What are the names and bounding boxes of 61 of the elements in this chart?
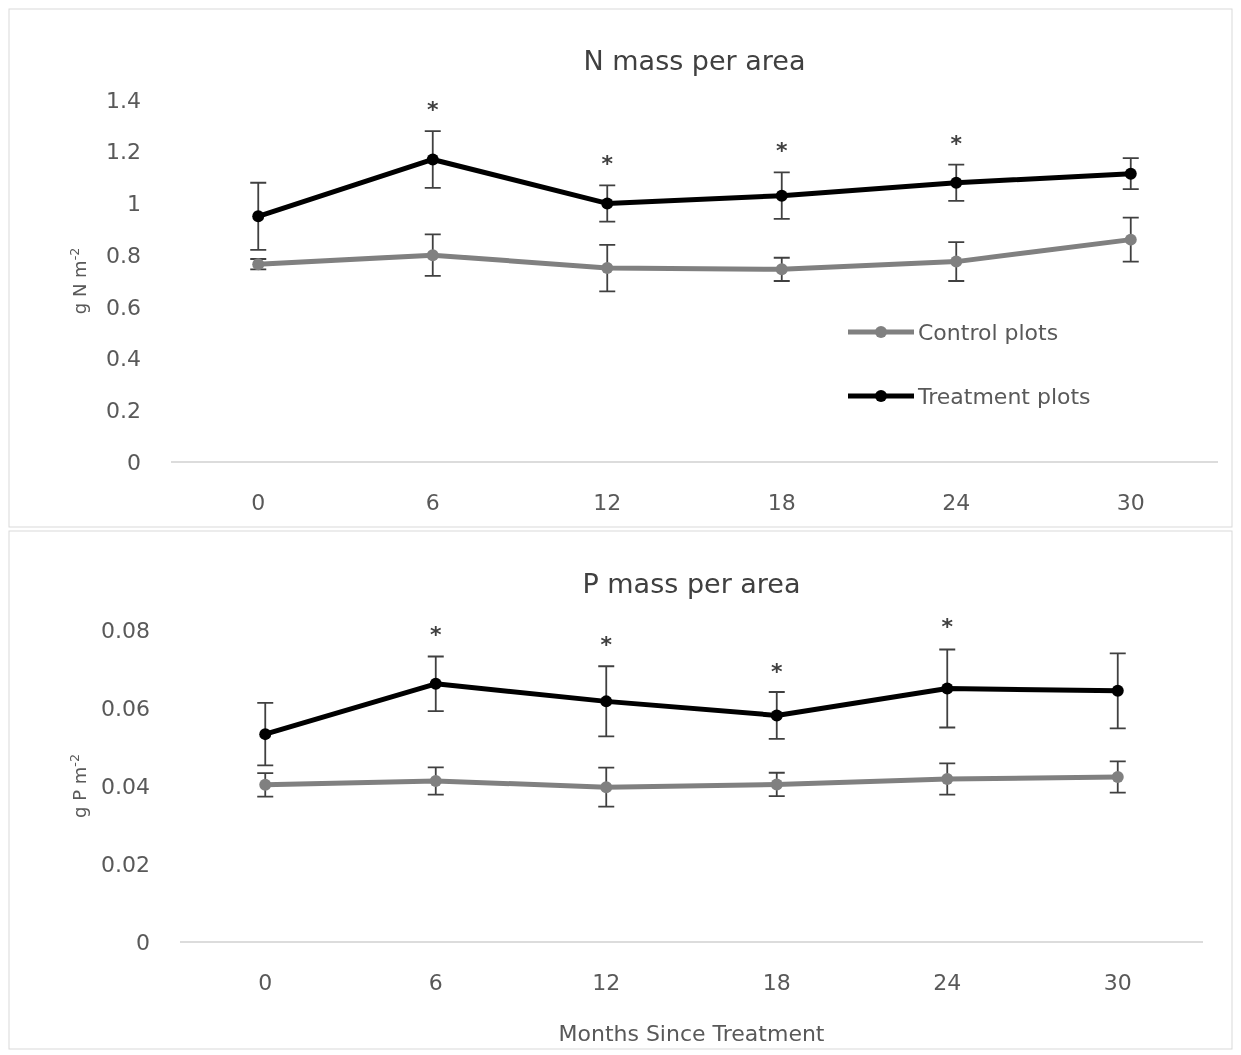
annotation: *: [429, 622, 442, 648]
point: [1111, 771, 1124, 784]
y-tick-label: 0.8: [106, 242, 141, 268]
x-tick-label: 6: [428, 970, 443, 995]
x-tick-label: 12: [592, 970, 621, 995]
point: [770, 709, 783, 722]
point: [429, 774, 442, 787]
point: [601, 262, 614, 275]
x-tick-label: 24: [933, 970, 962, 995]
x-tick-label: 30: [1116, 490, 1145, 515]
y-tick-label: 1.2: [106, 139, 141, 165]
y-tick-label: 0.04: [101, 773, 150, 799]
y-tick-label: 0.6: [106, 294, 141, 320]
point: [775, 263, 788, 276]
point: [1124, 167, 1137, 180]
x-tick-label: 0: [251, 490, 266, 515]
point: [600, 695, 613, 708]
annotation: *: [950, 130, 963, 156]
x-tick-label: 30: [1103, 970, 1132, 995]
legend-label: Treatment plots: [917, 383, 1091, 409]
point: [252, 210, 265, 223]
point: [950, 176, 963, 189]
point: [1124, 233, 1137, 246]
point: [950, 255, 963, 268]
annotation: *: [775, 138, 788, 164]
y-tick-label: 0: [136, 929, 150, 955]
point: [600, 781, 613, 794]
annotation: *: [600, 631, 613, 657]
y-tick-label: 1.4: [106, 87, 141, 113]
annotation: *: [941, 613, 954, 639]
x-tick-label: 24: [942, 490, 971, 515]
chart-title: P mass per area: [582, 568, 801, 599]
y-tick-label: 0.02: [101, 851, 150, 877]
x-tick-label: 18: [762, 970, 791, 995]
point: [601, 197, 614, 210]
x-axis-title: Months Since Treatment: [558, 1021, 825, 1046]
y-tick-label: 0: [127, 449, 141, 475]
point: [426, 249, 439, 262]
point: [426, 153, 439, 166]
y-tick-label: 0.06: [101, 695, 150, 721]
point: [429, 677, 442, 690]
annotation: *: [770, 659, 783, 685]
point: [941, 772, 954, 785]
y-tick-label: 1: [127, 191, 141, 217]
point: [1111, 684, 1124, 697]
y-tick-label: 0.08: [101, 617, 150, 643]
point: [259, 728, 272, 741]
legend-label: Control plots: [918, 319, 1059, 345]
chart-title: N mass per area: [583, 45, 806, 76]
x-tick-label: 0: [258, 970, 273, 995]
point: [259, 778, 272, 791]
point: [775, 189, 788, 202]
x-tick-label: 18: [767, 490, 796, 515]
y-tick-label: 0.4: [106, 346, 141, 372]
point: [770, 778, 783, 791]
annotation: *: [601, 151, 614, 177]
x-tick-label: 6: [425, 490, 440, 515]
y-tick-label: 0.2: [106, 397, 141, 423]
annotation: *: [426, 97, 439, 123]
point: [941, 682, 954, 695]
x-tick-label: 12: [593, 490, 622, 515]
